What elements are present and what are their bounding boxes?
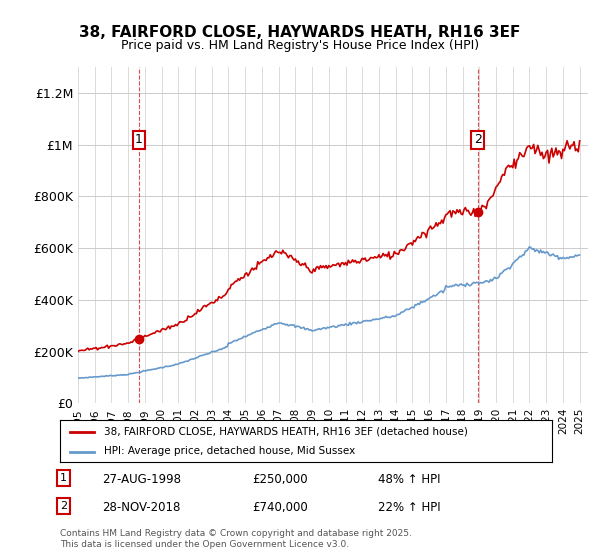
Text: 1: 1 [135, 133, 143, 146]
Text: 48% ↑ HPI: 48% ↑ HPI [378, 473, 440, 486]
Text: £250,000: £250,000 [252, 473, 308, 486]
Text: HPI: Average price, detached house, Mid Sussex: HPI: Average price, detached house, Mid … [104, 446, 356, 456]
Text: 22% ↑ HPI: 22% ↑ HPI [378, 501, 440, 514]
Text: Price paid vs. HM Land Registry's House Price Index (HPI): Price paid vs. HM Land Registry's House … [121, 39, 479, 52]
Text: 38, FAIRFORD CLOSE, HAYWARDS HEATH, RH16 3EF: 38, FAIRFORD CLOSE, HAYWARDS HEATH, RH16… [79, 25, 521, 40]
Text: 27-AUG-1998: 27-AUG-1998 [102, 473, 181, 486]
Text: 38, FAIRFORD CLOSE, HAYWARDS HEATH, RH16 3EF (detached house): 38, FAIRFORD CLOSE, HAYWARDS HEATH, RH16… [104, 427, 468, 437]
Text: Contains HM Land Registry data © Crown copyright and database right 2025.
This d: Contains HM Land Registry data © Crown c… [60, 529, 412, 549]
Text: 2: 2 [60, 501, 67, 511]
Text: £740,000: £740,000 [252, 501, 308, 514]
Text: 28-NOV-2018: 28-NOV-2018 [102, 501, 181, 514]
Text: 2: 2 [474, 133, 482, 146]
Text: 1: 1 [60, 473, 67, 483]
